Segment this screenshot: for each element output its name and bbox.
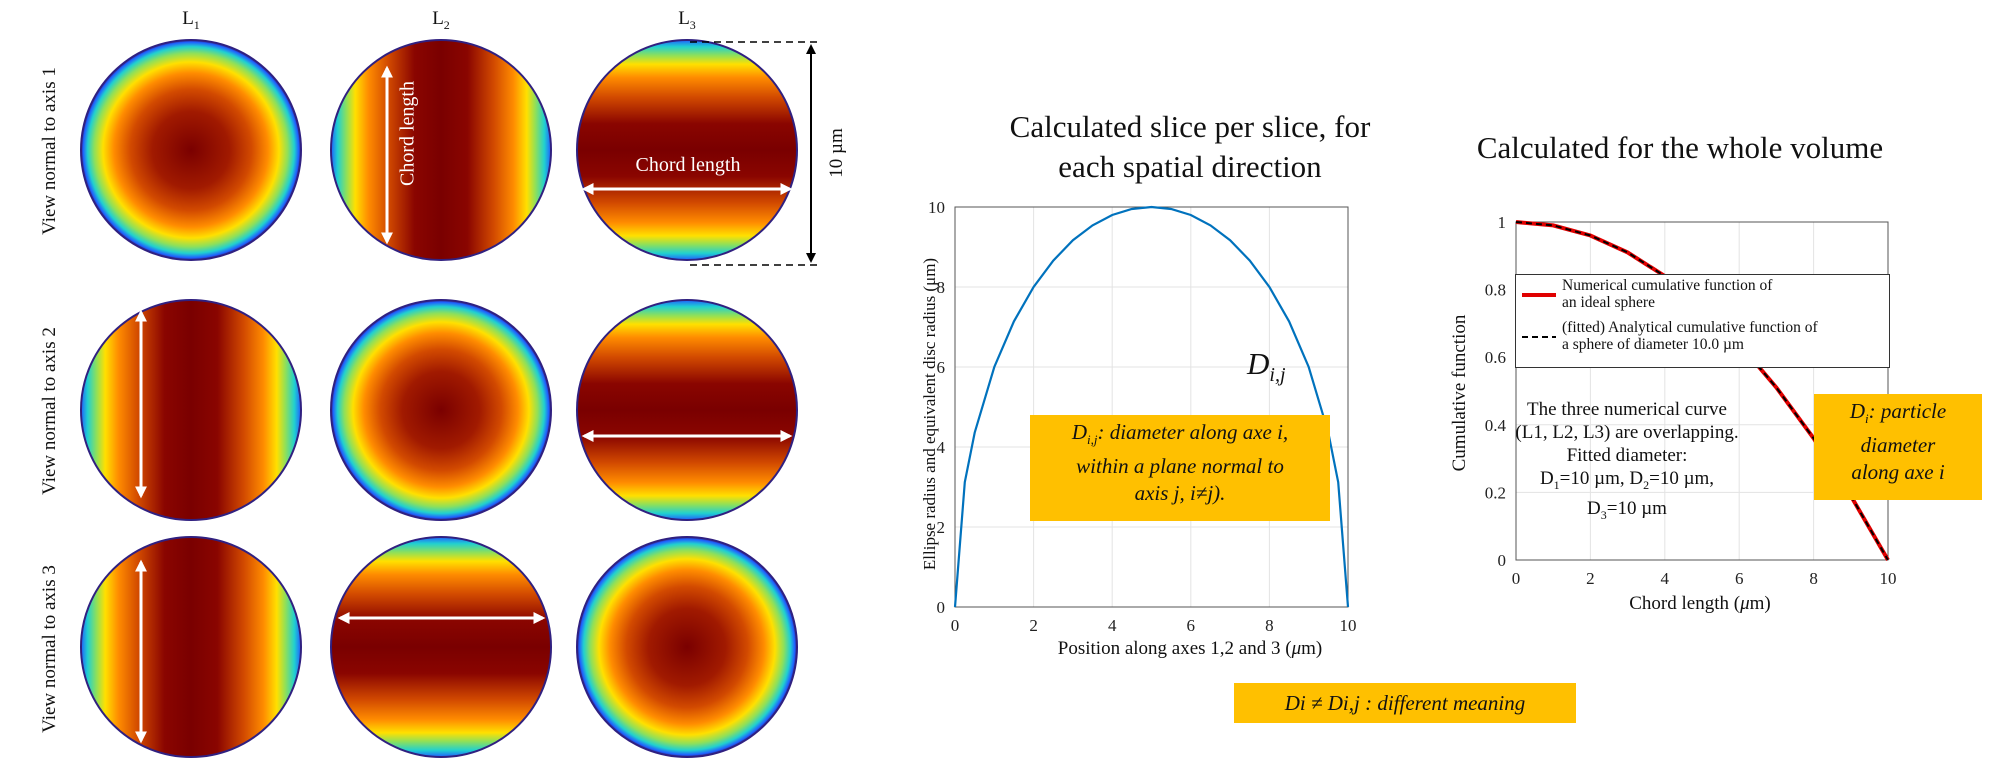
chord-label-horizontal: Chord length — [635, 154, 741, 176]
dij-chart-label: Di,j — [1247, 346, 1286, 387]
col-label-l1: L1 — [182, 8, 200, 32]
volume-chart-ytick-1: 0.2 — [1485, 483, 1506, 502]
dimension-label: 10 µm — [826, 128, 847, 178]
volume-title: Calculated for the whole volume — [1476, 130, 1884, 165]
slice-chart-xtick-0: 0 — [951, 616, 960, 635]
volume-chart-frame — [1515, 221, 1889, 561]
disc-1-1 — [80, 39, 302, 261]
legend-entry-fitted: (fitted) Analytical cumulative function … — [1562, 319, 1818, 353]
volume-chart-ytick-5: 1 — [1498, 213, 1507, 232]
col-label-l3: L3 — [678, 8, 696, 32]
legend-swatches — [1522, 293, 1556, 338]
disc-2-2 — [330, 299, 552, 521]
disc-2-1 — [80, 299, 302, 521]
slice-chart-xtick-3: 6 — [1187, 616, 1196, 635]
volume-chart-xtick-1: 2 — [1586, 569, 1595, 588]
slice-chart-series-line — [953, 205, 1350, 608]
disc-1-2 — [330, 39, 552, 261]
slice-chart-frame — [954, 206, 1349, 608]
volume-chart-ytick-0: 0 — [1498, 551, 1507, 570]
overlap-annotation: The three numerical curve (L1, L2, L3) a… — [1515, 399, 1739, 522]
slice-chart-xtick-5: 10 — [1340, 616, 1357, 635]
legend-entry-numerical: Numerical cumulative function of an idea… — [1562, 277, 1773, 311]
disc-3-1 — [80, 536, 302, 758]
volume-chart-ytick-4: 0.8 — [1485, 281, 1506, 300]
di-note: Di: particle diameter along axe i — [1814, 394, 1982, 500]
slice-chart-ytick-2: 4 — [937, 438, 946, 457]
row-label-1: View normal to axis 1 — [39, 67, 60, 235]
col-label-l2: L2 — [432, 8, 450, 32]
slice-chart-ytick-1: 2 — [937, 518, 946, 537]
slice-chart-xtick-2: 4 — [1108, 616, 1117, 635]
slice-chart-ytick-0: 0 — [937, 598, 946, 617]
slice-chart-ytick-5: 10 — [928, 198, 945, 217]
volume-chart-ytick-2: 0.4 — [1485, 416, 1507, 435]
volume-chart-xtick-4: 8 — [1809, 569, 1818, 588]
disc-grid-overlay — [0, 0, 900, 767]
chord-label-vertical: Chord length — [396, 81, 419, 186]
slice-chart-ytick-4: 8 — [937, 278, 946, 297]
slice-chart-ticks: 0 2 4 6 8 10 0 2 4 6 8 10 — [928, 198, 1357, 635]
slice-chart-xtick-1: 2 — [1029, 616, 1038, 635]
volume-chart-xtick-2: 4 — [1661, 569, 1670, 588]
slice-chart-ytick-3: 6 — [937, 358, 946, 377]
volume-chart-xtick-0: 0 — [1512, 569, 1521, 588]
bottom-note: Di ≠ Di,j : different meaning — [1234, 683, 1576, 723]
slice-chart-ylabel: Ellipse radius and equivalent disc radiu… — [920, 257, 939, 571]
volume-chart-ylabel: Cumulative function — [1449, 314, 1470, 472]
disc-3-2 — [330, 536, 552, 758]
disc-3-3 — [576, 536, 798, 758]
disc-2-3 — [576, 299, 798, 521]
volume-chart-legend: Numerical cumulative function of an idea… — [1515, 274, 1890, 368]
row-label-3: View normal to axis 3 — [39, 565, 60, 733]
slice-chart-xtick-4: 8 — [1265, 616, 1274, 635]
row-label-2: View normal to axis 2 — [39, 327, 60, 495]
volume-chart-xtick-3: 6 — [1735, 569, 1744, 588]
volume-chart-ytick-3: 0.6 — [1485, 348, 1506, 367]
slice-chart-grid — [954, 206, 1349, 608]
slice-title: Calculated slice per slice, for each spa… — [1009, 109, 1371, 184]
volume-chart-ticks: 0 2 4 6 8 10 0 0.2 0.4 0.6 0.8 1 — [1485, 213, 1897, 588]
disc-1-3 — [576, 39, 798, 261]
slice-chart: 0 2 4 6 8 10 0 2 4 6 8 10 — [928, 198, 1357, 635]
dij-note: Di,j: diameter along axe i, within a pla… — [1030, 415, 1330, 521]
volume-chart-xtick-5: 10 — [1880, 569, 1897, 588]
volume-chart-xlabel: Chord length (μm) — [1629, 593, 1771, 614]
slice-chart-xlabel: Position along axes 1,2 and 3 (μm) — [1057, 638, 1323, 659]
